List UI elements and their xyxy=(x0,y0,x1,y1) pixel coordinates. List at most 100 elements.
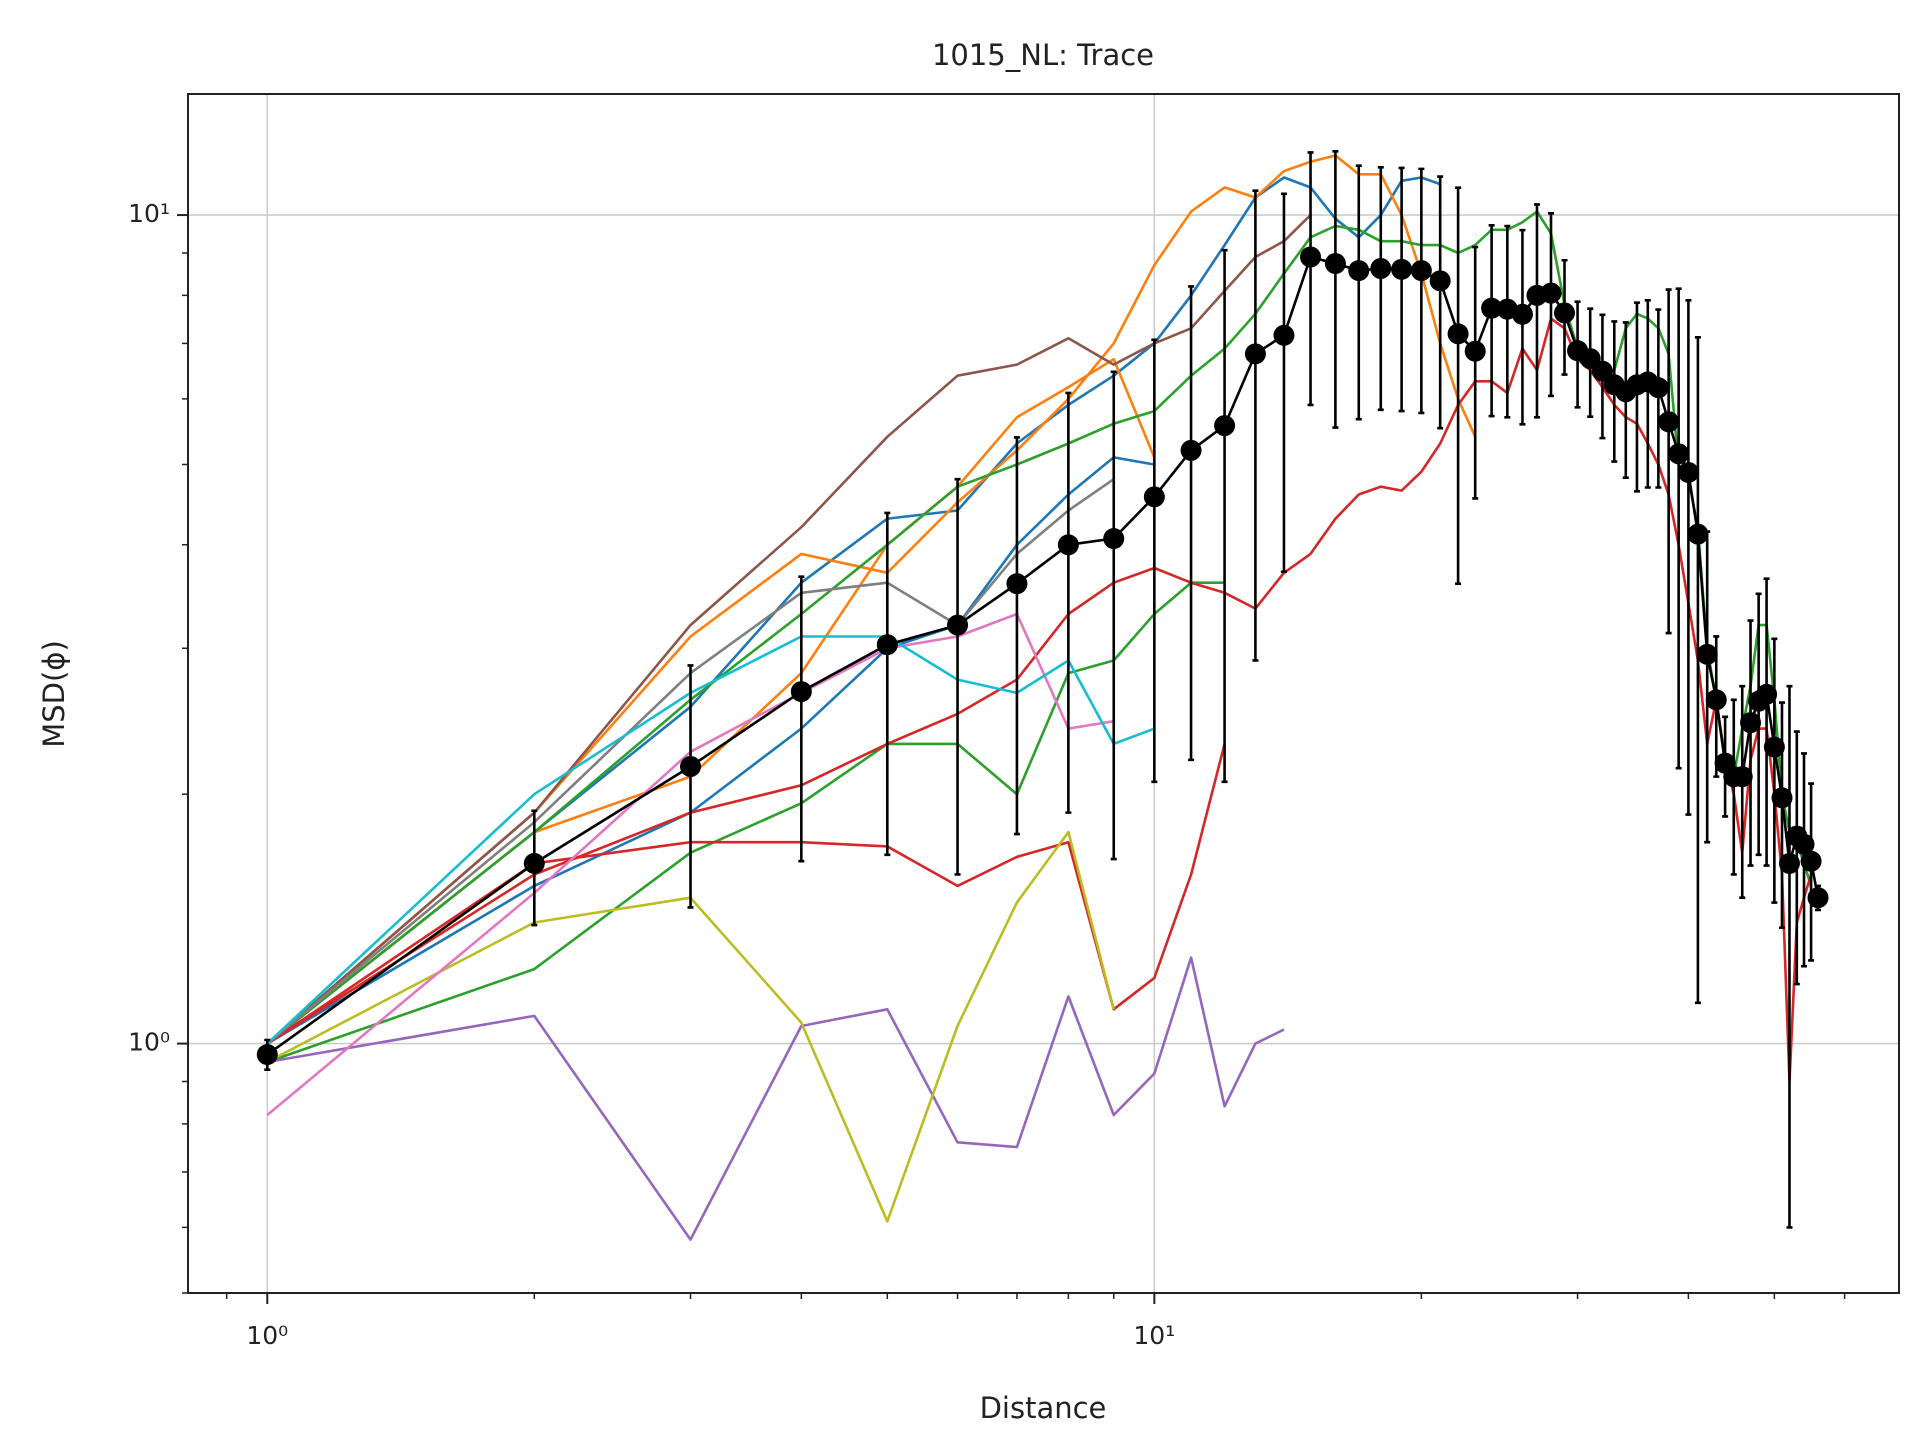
error-bar xyxy=(1685,299,1692,816)
data-point xyxy=(1591,360,1613,382)
data-point xyxy=(1429,270,1451,292)
error-bar xyxy=(1013,436,1020,836)
x-axis-label: Distance xyxy=(980,1391,1107,1425)
error-bar xyxy=(1377,165,1384,412)
data-point xyxy=(1731,766,1753,788)
plot-area xyxy=(256,149,1829,1241)
data-point xyxy=(256,1044,278,1066)
data-point xyxy=(1214,415,1236,437)
y-axis-label: MSD(ϕ) xyxy=(37,640,71,748)
error-bar xyxy=(1763,577,1770,867)
data-point xyxy=(1410,260,1432,282)
data-point xyxy=(1793,833,1815,855)
data-point xyxy=(1647,377,1669,399)
error-bar xyxy=(1472,245,1479,500)
data-point xyxy=(1705,689,1727,711)
series-line xyxy=(267,956,1285,1241)
data-point xyxy=(1391,258,1413,280)
series-line xyxy=(266,581,1225,1064)
data-point xyxy=(1348,260,1370,282)
grid xyxy=(188,94,1899,1293)
data-point xyxy=(1668,443,1690,465)
error-bar xyxy=(1418,167,1425,415)
axes: 10⁰ 10¹ 10⁰ 10¹ xyxy=(128,199,1846,1350)
data-point xyxy=(876,634,898,656)
data-point xyxy=(1324,253,1346,275)
x-tick-label: 10⁰ xyxy=(246,1321,288,1350)
y-tick-label: 10⁰ xyxy=(128,1028,170,1057)
error-bar xyxy=(1675,287,1682,770)
data-point xyxy=(1677,461,1699,483)
error-bar xyxy=(1547,211,1554,398)
axes-frame xyxy=(187,93,1900,1294)
data-point xyxy=(1778,852,1800,874)
error-bar xyxy=(1488,223,1495,418)
error-bar xyxy=(1694,335,1701,1005)
data-point xyxy=(1273,324,1295,346)
error-bar xyxy=(1332,149,1339,429)
data-point xyxy=(680,755,702,777)
error-bar xyxy=(1280,192,1287,574)
data-point xyxy=(1464,340,1486,362)
data-point xyxy=(1180,439,1202,461)
error-bar xyxy=(1808,782,1815,962)
error-bar xyxy=(884,511,891,857)
error-bar xyxy=(1455,186,1462,585)
data-point xyxy=(1006,573,1028,595)
data-point xyxy=(1771,787,1793,809)
data-point xyxy=(1447,323,1469,345)
data-point xyxy=(1370,258,1392,280)
data-point xyxy=(790,681,812,703)
error-bar xyxy=(1644,299,1651,489)
error-bar xyxy=(1633,301,1640,493)
data-point xyxy=(1057,534,1079,556)
data-point xyxy=(1103,528,1125,550)
error-bar xyxy=(1786,684,1793,1229)
series-line xyxy=(266,743,1226,1045)
data-point xyxy=(1740,712,1762,734)
error-bar xyxy=(1771,637,1778,904)
error-bar xyxy=(1398,166,1405,413)
data-point xyxy=(947,614,969,636)
x-tick-label: 10¹ xyxy=(1133,1321,1175,1350)
error-bar xyxy=(1437,175,1444,430)
data-point xyxy=(1756,683,1778,705)
error-bar xyxy=(798,575,805,863)
error-bar xyxy=(1307,151,1314,407)
data-point xyxy=(523,852,545,874)
error-bar xyxy=(1151,338,1158,784)
error-bar xyxy=(1665,288,1672,635)
series-line xyxy=(266,830,1115,1223)
data-point xyxy=(1300,246,1322,268)
series-line xyxy=(266,635,1155,1045)
error-bar xyxy=(687,664,694,909)
error-bar xyxy=(1655,308,1662,489)
data-point xyxy=(1540,282,1562,304)
data-point xyxy=(1763,736,1785,758)
data-point xyxy=(1687,523,1709,545)
error-bar xyxy=(1065,391,1072,814)
y-tick-label: 10¹ xyxy=(128,199,170,228)
data-point xyxy=(1554,302,1576,324)
data-point xyxy=(1143,486,1165,508)
error-bar xyxy=(1747,619,1754,867)
data-point xyxy=(1244,343,1266,365)
error-bar xyxy=(1355,164,1362,421)
data-point xyxy=(1807,887,1829,909)
data-point xyxy=(1481,297,1503,319)
error-bar xyxy=(1252,189,1259,662)
error-bar xyxy=(1519,228,1526,426)
error-bar xyxy=(1504,224,1511,419)
data-point xyxy=(1511,303,1533,325)
chart-title: 1015_NL: Trace xyxy=(932,38,1154,72)
data-point xyxy=(1658,411,1680,433)
error-bar xyxy=(1110,370,1117,861)
error-bar xyxy=(1188,285,1195,762)
error-bar xyxy=(1533,203,1540,419)
error-bar xyxy=(1221,248,1228,784)
data-point xyxy=(1800,850,1822,872)
series-line xyxy=(266,456,1155,1045)
data-point xyxy=(1696,643,1718,665)
